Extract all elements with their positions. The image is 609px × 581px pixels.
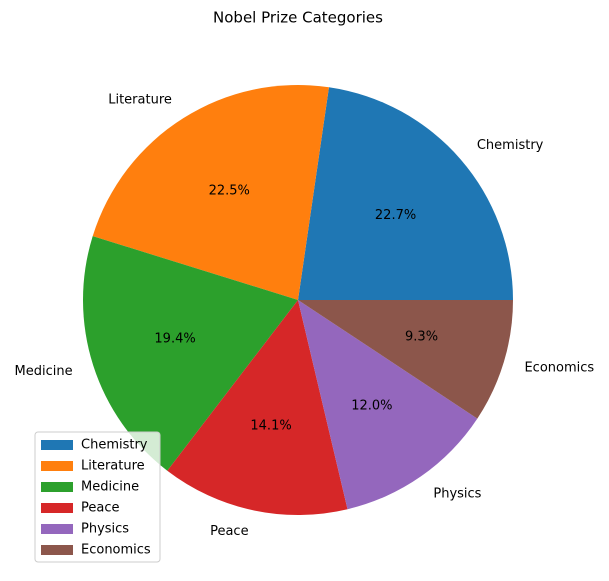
legend-swatch [41, 461, 73, 471]
value-label: 12.0% [351, 398, 392, 413]
legend-swatch [41, 482, 73, 492]
legend-label: Economics [81, 543, 151, 558]
value-label: 22.5% [209, 183, 250, 198]
slice-label: Peace [210, 524, 249, 539]
legend-swatch [41, 545, 73, 555]
legend-label: Physics [81, 522, 129, 537]
value-label: 19.4% [154, 332, 195, 347]
pie-slice [298, 300, 478, 510]
value-label: 14.1% [250, 419, 291, 434]
pie-slice [82, 236, 298, 471]
slice-label: Chemistry [477, 138, 544, 153]
value-label: 9.3% [405, 330, 438, 345]
legend-swatch [41, 440, 73, 450]
chart-title: Nobel Prize Categories [213, 9, 383, 27]
legend: Chemistry Literature Medicine Peace Physics E… [34, 431, 161, 563]
slice-label: Medicine [15, 364, 73, 379]
legend-label: Literature [81, 459, 145, 474]
value-label: 22.7% [375, 208, 416, 223]
legend-label: Medicine [81, 480, 139, 495]
pie-slice [92, 85, 329, 300]
legend-swatch [41, 503, 73, 513]
legend-label: Chemistry [81, 438, 148, 453]
legend-swatch [41, 524, 73, 534]
slice-label: Economics [524, 361, 594, 376]
legend-label: Peace [81, 501, 120, 516]
slice-label: Literature [108, 92, 172, 107]
pie-slice [298, 300, 513, 419]
slice-label: Physics [433, 486, 481, 501]
pie-slice [298, 87, 513, 300]
pie-slice [167, 300, 348, 515]
